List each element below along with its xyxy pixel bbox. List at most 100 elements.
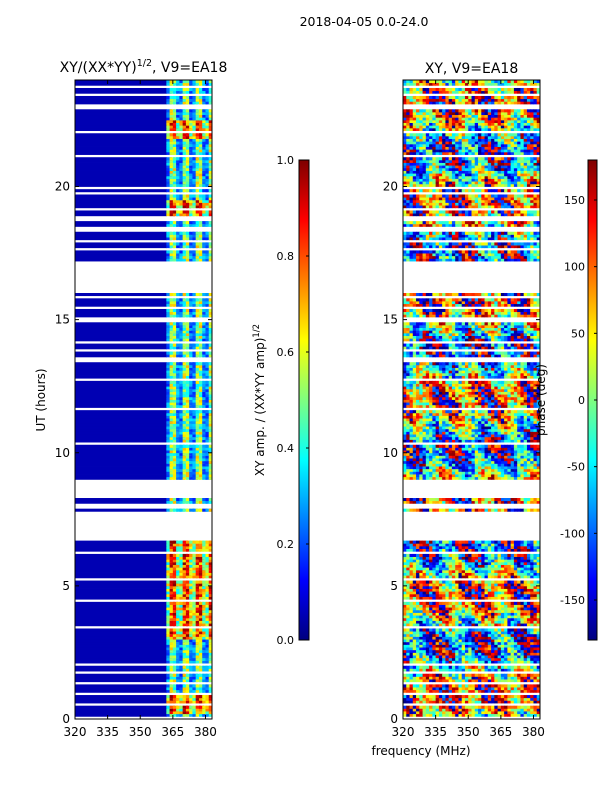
phase-cell (429, 660, 433, 664)
amplitude-cell (198, 324, 205, 329)
amplitude-cell (166, 362, 172, 366)
amplitude-cell (166, 572, 172, 576)
phase-cell (520, 609, 525, 613)
amplitude-cell (169, 308, 175, 313)
phase-cell (500, 673, 505, 677)
phase-cell (494, 561, 498, 565)
amplitude-cell (166, 543, 172, 547)
amplitude-cell (208, 460, 212, 464)
phase-cell (471, 689, 476, 693)
amplitude-cell (189, 548, 195, 552)
phase-cell (500, 705, 505, 709)
phase-cell (455, 655, 459, 659)
amplitude-cell (75, 327, 167, 331)
phase-cell (520, 676, 525, 680)
phase-cell (494, 569, 498, 573)
amplitude-cell (166, 90, 172, 94)
amplitude-cell (75, 628, 167, 632)
amplitude-cell (169, 711, 175, 715)
amplitude-cell (75, 146, 167, 150)
amplitude-cell (169, 80, 175, 84)
amplitude-cell (172, 412, 179, 416)
amplitude-cell (198, 111, 205, 116)
amplitude-cell (195, 455, 202, 459)
phase-cell (451, 569, 456, 573)
phase-cell (494, 684, 498, 688)
amplitude-cell (166, 468, 172, 472)
phase-cell (409, 695, 414, 699)
amplitude-cell (198, 327, 205, 331)
amplitude-cell (182, 556, 189, 560)
amplitude-cell (179, 447, 185, 451)
amplitude-cell (179, 649, 185, 653)
phase-cell (491, 697, 495, 701)
amplitude-cell (208, 436, 212, 440)
phase-cell (504, 639, 508, 643)
phase-cell (523, 620, 528, 624)
phase-cell (455, 713, 459, 717)
phase-cell (422, 665, 427, 669)
amplitude-cell (208, 335, 212, 339)
phase-cell (425, 687, 430, 691)
phase-cell (451, 641, 456, 645)
amplitude-cell (75, 410, 167, 414)
amplitude-cell (208, 173, 212, 177)
amplitude-cell (189, 636, 195, 640)
phase-cell (533, 575, 538, 579)
amplitude-cell (205, 127, 211, 131)
phase-cell (448, 676, 453, 680)
phase-cell (510, 612, 515, 616)
amplitude-cell (172, 300, 179, 305)
phase-cell (455, 620, 459, 624)
amplitude-cell (169, 394, 175, 398)
amplitude-cell (169, 564, 175, 568)
phase-cell (419, 569, 423, 573)
amplitude-cell (75, 231, 167, 235)
phase-cell (445, 564, 450, 568)
amplitude-cell (202, 242, 208, 246)
phase-cell (416, 665, 420, 669)
phase-cell (484, 705, 489, 709)
phase-cell (478, 559, 482, 563)
phase-cell (409, 569, 414, 573)
phase-cell (474, 553, 479, 557)
phase-cell (468, 607, 472, 611)
amplitude-cell (195, 452, 202, 456)
amplitude-colorbar-tick-label: 0.8 (277, 250, 295, 263)
phase-cell (429, 689, 433, 693)
amplitude-cell (208, 641, 212, 645)
amplitude-cell (198, 620, 205, 624)
amplitude-cell (179, 298, 185, 302)
phase-cell (422, 679, 427, 683)
phase-cell (438, 593, 443, 597)
amplitude-cell (202, 556, 208, 560)
amplitude-cell (195, 178, 202, 182)
amplitude-cell (208, 684, 212, 688)
phase-cell (513, 652, 518, 656)
amplitude-cell (182, 111, 189, 116)
phase-cell (448, 545, 453, 549)
amplitude-cell (205, 713, 211, 717)
amplitude-cell (172, 173, 179, 177)
phase-cell (536, 596, 540, 600)
phase-cell (494, 631, 498, 635)
amplitude-cell (182, 205, 189, 209)
phase-cell (435, 668, 440, 672)
amplitude-cell (182, 540, 189, 544)
phase-cell (451, 652, 456, 656)
amplitude-cell (198, 569, 205, 573)
phase-cell (500, 639, 505, 643)
phase-cell (497, 631, 502, 635)
phase-cell (526, 668, 531, 672)
amplitude-cell (198, 396, 205, 400)
phase-cell (429, 657, 433, 661)
amplitude-cell (202, 135, 208, 139)
phase-cell (500, 591, 505, 595)
amplitude-cell (166, 434, 172, 438)
amplitude-cell (176, 135, 182, 139)
amplitude-cell (198, 114, 205, 118)
phase-cell (419, 609, 423, 613)
phase-cell (448, 660, 453, 664)
phase-cell (487, 609, 492, 613)
amplitude-cell (169, 362, 175, 366)
